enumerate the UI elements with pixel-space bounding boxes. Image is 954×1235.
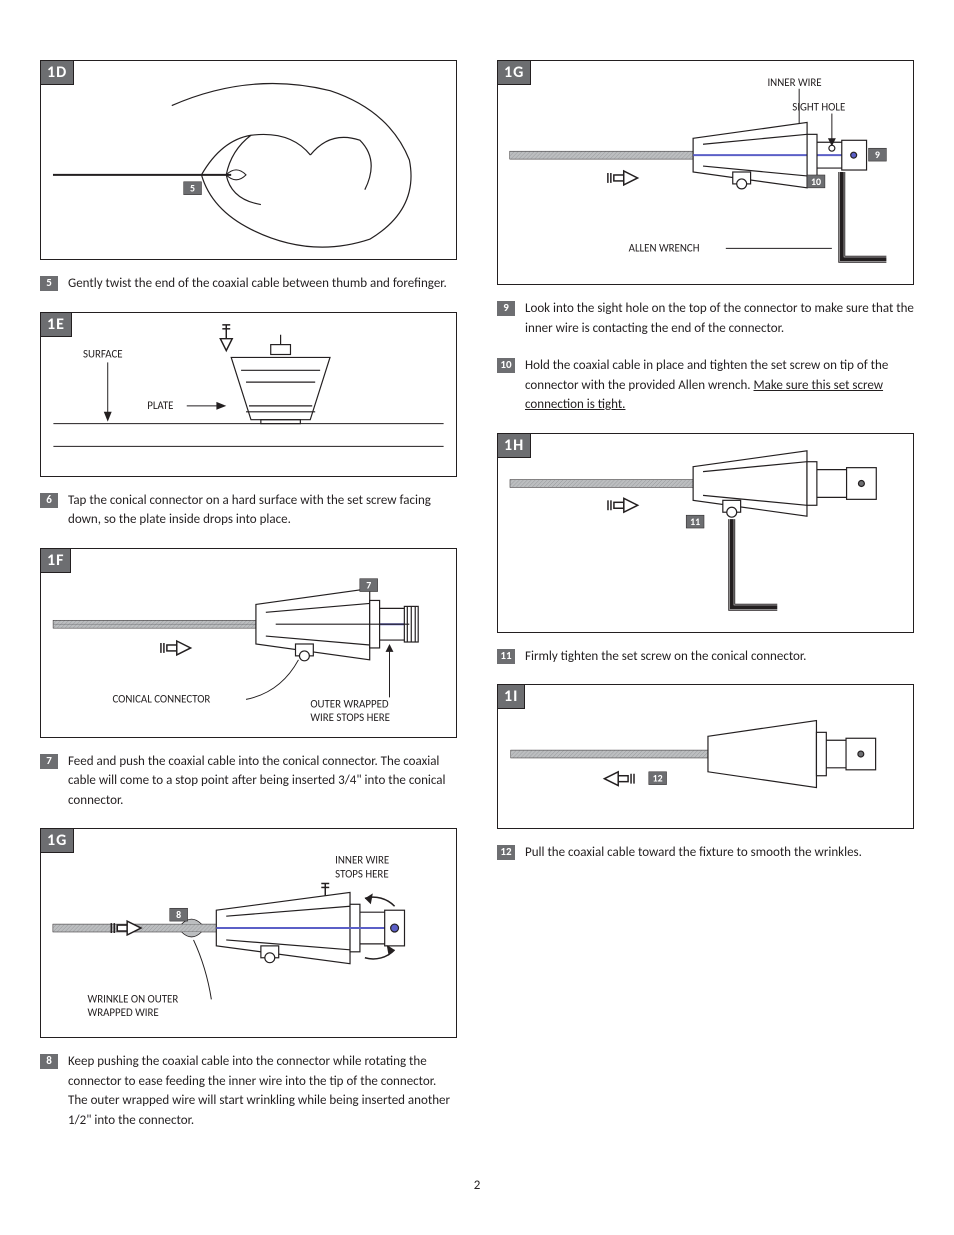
svg-text:7: 7 [366,579,371,591]
step-7: 7 Feed and push the coaxial cable into t… [40,752,457,811]
figure-1E: 1E SURFACE PLATE [40,312,457,477]
svg-text:12: 12 [653,773,663,785]
step-num-8: 8 [40,1054,58,1069]
figure-1G-left: 1G INNER WIRE STOPS HERE [40,828,457,1038]
step-text-12: Pull the coaxial cable toward the fixtur… [525,843,914,863]
step-text-7: Feed and push the coaxial cable into the… [68,752,457,811]
step-text-11: Firmly tighten the set screw on the coni… [525,647,914,667]
svg-text:11: 11 [690,516,700,528]
figure-label-1I: 1I [498,685,525,709]
figure-label-1H: 1H [498,434,531,458]
svg-text:ALLEN WRENCH: ALLEN WRENCH [629,241,700,254]
step-9: 9 Look into the sight hole on the top of… [497,299,914,338]
step-text-5: Gently twist the end of the coaxial cabl… [68,274,457,294]
step-num-9: 9 [497,301,515,316]
figure-label-1D: 1D [41,61,74,85]
page-number: 2 [40,1178,914,1193]
svg-text:STOPS HERE: STOPS HERE [335,868,389,881]
step-num-6: 6 [40,493,58,508]
step-num-12: 12 [497,845,515,860]
svg-text:WIRE STOPS HERE: WIRE STOPS HERE [310,711,390,724]
figure-1F: 1F [40,548,457,738]
figure-1H: 1H [497,433,914,633]
figure-label-1G-left: 1G [41,829,74,853]
svg-text:SIGHT HOLE: SIGHT HOLE [792,101,845,114]
step-num-10: 10 [497,358,515,373]
step-text-10: Hold the coaxial cable in place and tigh… [525,356,914,415]
step-num-5: 5 [40,276,58,291]
step-text-6: Tap the conical connector on a hard surf… [68,491,457,530]
figure-label-1E: 1E [41,313,72,337]
left-column: 1D 5 5 Gently twist the end of the coaxi… [40,60,457,1148]
right-column: 1G INNER WIRE SIGHT HOLE [497,60,914,1148]
step-text-9: Look into the sight hole on the top of t… [525,299,914,338]
step-5: 5 Gently twist the end of the coaxial ca… [40,274,457,294]
svg-text:OUTER WRAPPED: OUTER WRAPPED [310,697,389,710]
two-column-layout: 1D 5 5 Gently twist the end of the coaxi… [40,60,914,1148]
svg-text:PLATE: PLATE [147,398,173,411]
figure-label-1G-right: 1G [498,61,531,85]
svg-text:SURFACE: SURFACE [83,347,123,360]
svg-text:WRINKLE ON OUTER: WRINKLE ON OUTER [88,992,179,1005]
svg-text:INNER WIRE: INNER WIRE [335,854,389,867]
step-text-8: Keep pushing the coaxial cable into the … [68,1052,457,1130]
step-12: 12 Pull the coaxial cable toward the fix… [497,843,914,863]
figure-1I: 1I 12 [497,684,914,829]
step-6: 6 Tap the conical connector on a hard su… [40,491,457,530]
step-11: 11 Firmly tighten the set screw on the c… [497,647,914,667]
svg-text:INNER WIRE: INNER WIRE [767,76,821,89]
step-8: 8 Keep pushing the coaxial cable into th… [40,1052,457,1130]
figure-1G-right: 1G INNER WIRE SIGHT HOLE [497,60,914,285]
step-num-7: 7 [40,754,58,769]
step-num-11: 11 [497,649,515,664]
svg-text:5: 5 [190,183,195,195]
svg-text:9: 9 [875,149,880,161]
svg-text:10: 10 [811,176,821,188]
figure-1D: 1D 5 [40,60,457,260]
svg-text:CONICAL CONNECTOR: CONICAL CONNECTOR [112,692,210,705]
svg-text:WRAPPED WIRE: WRAPPED WIRE [88,1006,159,1019]
svg-text:8: 8 [176,909,181,921]
figure-label-1F: 1F [41,549,71,573]
step-10: 10 Hold the coaxial cable in place and t… [497,356,914,415]
